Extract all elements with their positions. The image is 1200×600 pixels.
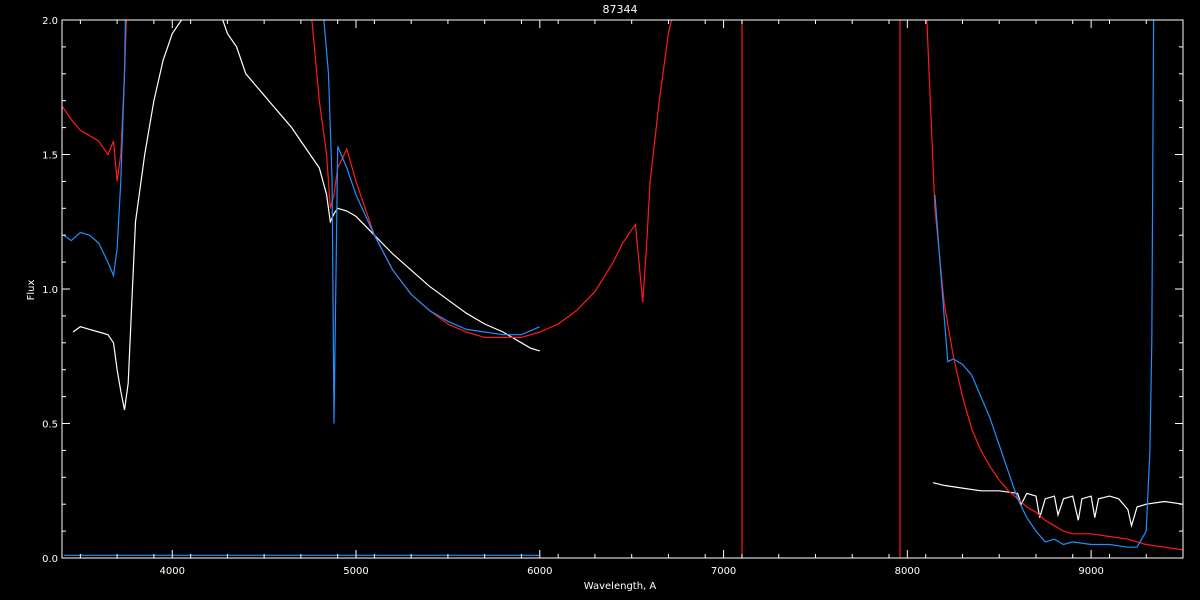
y-tick-label: 1.0	[42, 285, 58, 296]
ticks-layer: 4000 5000 6000 7000 8000 9000 0.0 0.5 1.0 1.5 2.0	[42, 16, 1184, 577]
series-layer	[62, 20, 1183, 558]
series-0-segment-1-line	[932, 482, 1183, 529]
y-tick-label: 0.5	[42, 420, 58, 431]
y-tick-label: 2.0	[42, 16, 58, 27]
x-axis-label: Wavelength, A	[584, 581, 657, 592]
y-axis-label: Flux	[26, 280, 37, 301]
series-2-segment-0-line	[63, 20, 541, 424]
x-tick-label: 6000	[527, 566, 552, 577]
x-tick-label: 4000	[160, 566, 185, 577]
series-0-segment-0-line	[72, 20, 540, 411]
x-tick-label: 7000	[711, 566, 736, 577]
series-2-segment-2-line	[934, 20, 1155, 548]
x-tick-label: 5000	[343, 566, 368, 577]
x-tick-label: 9000	[1078, 566, 1103, 577]
y-tick-label: 0.0	[42, 554, 58, 565]
y-tick-label: 1.5	[42, 151, 58, 162]
chart-title: 87344	[603, 3, 638, 16]
x-tick-label: 8000	[895, 566, 920, 577]
series-1-segment-3-line	[926, 20, 1183, 551]
